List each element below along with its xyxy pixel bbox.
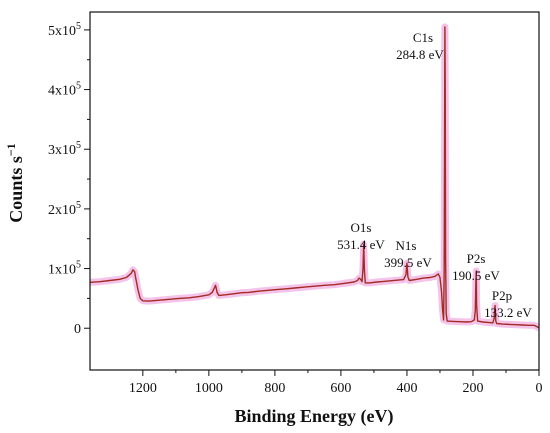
x-tick-label-1000: 1000 [195, 381, 223, 396]
peak-energy-n1s: 399.5 eV [384, 255, 432, 270]
y-tick-label-500000: 5x105 [48, 21, 81, 39]
y-tick-label-300000: 3x105 [48, 140, 81, 158]
series-0-line [89, 26, 540, 329]
x-tick-label-1200: 1200 [129, 381, 157, 396]
peak-energy-o1s: 531.4 eV [337, 237, 385, 252]
peak-label-p2s: P2s [467, 251, 486, 266]
x-tick-label-0: 0 [536, 381, 543, 396]
y-tick-label-100000: 1x105 [48, 260, 81, 278]
x-tick-label-400: 400 [396, 381, 417, 396]
y-axis-title-sup: −1 [4, 143, 18, 156]
spectrum-series-group [89, 26, 540, 329]
x-tick-label-600: 600 [330, 381, 351, 396]
plot-frame [89, 11, 540, 371]
y-tick-label-200000: 2x105 [48, 200, 81, 218]
y-axis: 0 1x105 2x105 3x105 4x105 5x105 [48, 21, 90, 337]
x-axis-title: Binding Energy (eV) [234, 406, 393, 427]
x-tick-label-200: 200 [462, 381, 483, 396]
peak-energy-p2p: 133.2 eV [484, 305, 532, 320]
peak-label-o1s: O1s [351, 220, 372, 235]
peak-energy-p2s: 190.5 eV [452, 268, 500, 283]
x-tick-label-800: 800 [264, 381, 285, 396]
y-axis-title-main: Counts s [6, 156, 26, 223]
peak-annotations: C1s 284.8 eV O1s 531.4 eV N1s 399.5 eV P… [337, 30, 532, 320]
y-axis-title: Counts s−1 [4, 143, 26, 222]
y-tick-label-0: 0 [74, 322, 81, 337]
y-tick-label-400000: 4x105 [48, 81, 81, 99]
peak-label-p2p: P2p [492, 288, 512, 303]
x-axis: 1200 1000 800 600 400 200 0 [129, 370, 543, 396]
peak-label-c1s: C1s [413, 30, 433, 45]
peak-energy-c1s: 284.8 eV [396, 47, 444, 62]
peak-label-n1s: N1s [396, 238, 417, 253]
